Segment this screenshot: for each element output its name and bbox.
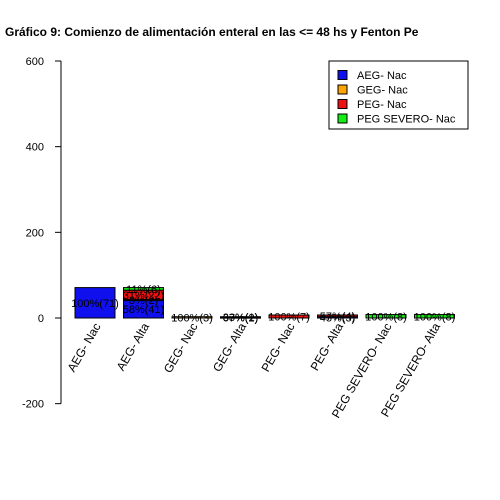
data-label: 67%(2)	[223, 313, 258, 325]
legend-label: AEG- Nac	[357, 70, 407, 82]
data-label: 57%(4)	[320, 311, 355, 323]
data-label: 43%(3)	[320, 312, 355, 324]
chart-title: Gráfico 9: Comienzo de alimentación ente…	[5, 25, 419, 39]
legend-swatch	[337, 113, 348, 124]
bar-segment	[365, 314, 407, 319]
y-tick-label: 200	[26, 227, 44, 239]
bar-segment	[74, 287, 116, 319]
x-tick-label: PEG- Alta	[308, 320, 347, 373]
bar-segment	[123, 287, 164, 291]
bar-segment	[317, 314, 358, 318]
y-tick-label: 600	[26, 56, 44, 68]
data-label: 31%(22)	[123, 290, 165, 302]
bar-segment	[268, 314, 310, 319]
bar-segment	[220, 316, 261, 319]
x-tick-label: PEG- Nac	[258, 321, 297, 375]
data-label: 100%(7)	[268, 312, 310, 324]
bar-segment	[171, 316, 213, 319]
data-label: 3%(2)	[129, 295, 158, 307]
x-tick-label: AEG- Alta	[114, 320, 153, 373]
data-label: 58%(41)	[123, 304, 165, 316]
y-tick-label: 400	[26, 142, 44, 154]
x-axis-labels: AEG- Nac AEG- Alta GEG- Nac GEG- Alta PEG- N…	[64, 320, 443, 420]
data-label: 100%(8)	[414, 311, 456, 323]
legend-label: PEG- Nac	[357, 99, 407, 111]
x-tick-label: GEG- Alta	[210, 320, 249, 374]
x-tick-label: GEG- Nac	[161, 321, 201, 376]
y-tick-label: -200	[22, 399, 44, 411]
y-axis: -200 0 200 400 600	[22, 56, 62, 411]
legend-box	[328, 60, 469, 130]
bar-segment	[414, 314, 455, 319]
data-labels: 100%(71) 58%(41)3%(2)31%(22)11%(6) 100%(3)…	[71, 284, 455, 325]
data-label: 100%(3)	[171, 312, 213, 324]
bars	[74, 287, 455, 319]
legend: AEG- Nac GEG- Nac PEG- Nac PEG SEVERO- Nac	[328, 60, 469, 130]
x-tick-label: AEG- Nac	[64, 321, 103, 375]
legend-label: PEG SEVERO- Nac	[357, 114, 456, 126]
data-label: 33%(1)	[223, 312, 258, 324]
legend-swatch	[337, 99, 348, 109]
legend-swatch	[337, 84, 348, 95]
data-label: 11%(6)	[126, 284, 161, 296]
legend-label: GEG- Nac	[357, 85, 408, 97]
y-tick-label: 0	[38, 313, 44, 325]
data-label: 100%(8)	[365, 311, 407, 323]
legend-swatch	[337, 70, 348, 80]
data-label: 100%(71)	[71, 298, 119, 310]
